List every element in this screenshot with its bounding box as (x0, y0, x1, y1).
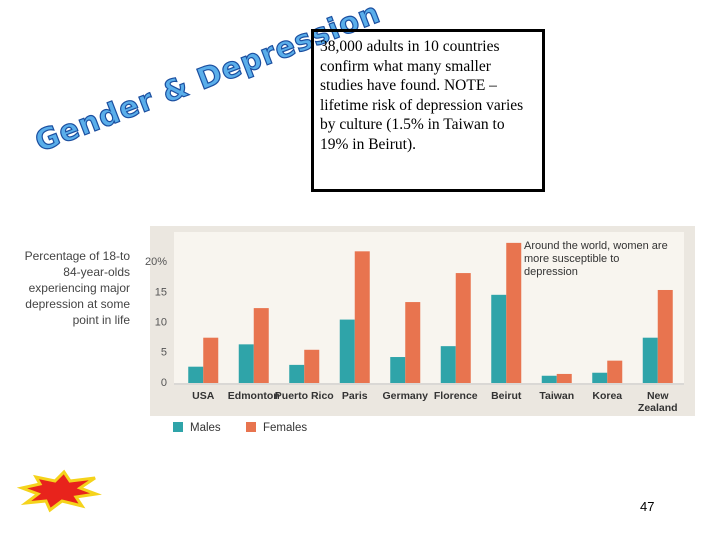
bar (506, 242, 522, 383)
y-tick-label: 20% (145, 256, 167, 268)
x-tick-label: Taiwan (539, 390, 575, 402)
bar (354, 251, 370, 383)
bar (556, 373, 572, 383)
x-tick-label: Florence (433, 390, 478, 402)
annotation: Around the world, women are more suscept… (524, 240, 668, 278)
starburst (16, 469, 102, 513)
bar (607, 360, 623, 383)
bar (491, 294, 507, 383)
bar (238, 344, 254, 383)
y-axis-label: Percentage of 18-to 84-year-olds experie… (24, 249, 130, 327)
bar (440, 346, 456, 383)
bar (592, 372, 608, 383)
legend-swatch (173, 422, 183, 432)
y-tick-label: 5 (161, 347, 167, 359)
bar (642, 337, 658, 383)
legend-label: Females (263, 422, 307, 434)
bar (339, 319, 355, 383)
y-tick-label: 10 (155, 317, 167, 329)
x-tick-label: Puerto Rico (274, 390, 334, 402)
x-tick-label: USA (192, 390, 215, 402)
note-box: 38,000 adults in 10 countries confirm wh… (311, 29, 545, 192)
bar (541, 375, 557, 383)
x-tick-label: Paris (341, 390, 368, 402)
bar (289, 364, 305, 383)
legend-swatch (246, 422, 256, 432)
bar (203, 337, 219, 383)
bar (455, 273, 471, 383)
legend-label: Males (190, 422, 221, 434)
bar (405, 302, 421, 383)
x-tick-label: Beirut (491, 390, 522, 402)
y-tick-label: 15 (155, 286, 167, 298)
x-tick-label: Germany (382, 390, 429, 402)
bar (390, 357, 406, 383)
x-tick-label: Korea (592, 390, 623, 402)
x-tick-label: New Zealand (637, 390, 678, 414)
x-tick-label: Edmonton (227, 390, 280, 402)
bar (253, 308, 269, 383)
page-number: 47 (640, 499, 655, 514)
y-tick-label: 0 (161, 377, 167, 389)
bar (188, 366, 204, 383)
bar (304, 349, 320, 383)
bar (657, 289, 673, 383)
